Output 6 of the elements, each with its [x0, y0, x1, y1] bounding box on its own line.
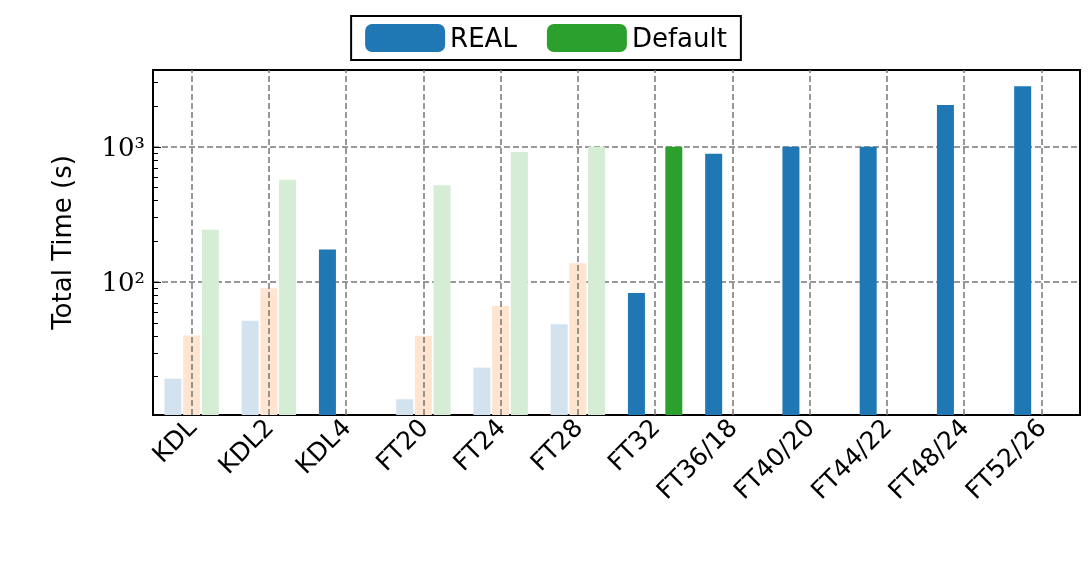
legend-label: Default [631, 23, 727, 53]
legend-label: REAL [450, 23, 518, 53]
x-tick-label: KDL [146, 412, 202, 469]
y-axis-title: Total Time (s) [47, 155, 77, 331]
y-tick-label: 10² [101, 267, 145, 298]
y-tick-label: 10³ [101, 131, 145, 162]
